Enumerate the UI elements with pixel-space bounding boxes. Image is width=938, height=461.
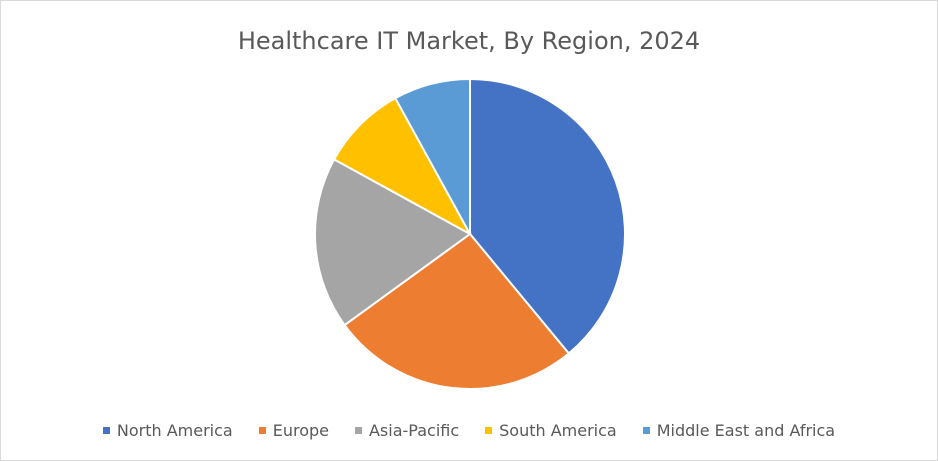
pie-chart	[314, 77, 626, 390]
legend-label: South America	[499, 421, 617, 440]
legend: North America Europe Asia-Pacific South Ame…	[1, 421, 937, 440]
legend-label: Europe	[272, 421, 329, 440]
pie-slice-europe	[343, 232, 571, 390]
legend-swatch	[354, 427, 362, 434]
pie-slice-middle-east-and-africa	[393, 77, 471, 235]
legend-label: Asia-Pacific	[368, 421, 460, 440]
legend-item-south-america: South America	[485, 421, 617, 440]
legend-item-asia-pacific: Asia-Pacific	[354, 421, 460, 440]
legend-item-north-america: North America	[102, 421, 233, 440]
legend-item-middle-east-and-africa: Middle East and Africa	[642, 421, 836, 440]
legend-item-europe: Europe	[258, 421, 329, 440]
pie-slice-north-america	[469, 77, 626, 355]
legend-swatch	[485, 427, 493, 434]
pie-slice-south-america	[332, 96, 473, 237]
legend-swatch	[102, 427, 110, 434]
pie-slice-asia-pacific	[314, 157, 472, 327]
chart-title: Healthcare IT Market, By Region, 2024	[237, 27, 701, 55]
legend-swatch	[642, 427, 650, 434]
legend-label: North America	[116, 421, 233, 440]
legend-label: Middle East and Africa	[656, 421, 836, 440]
legend-swatch	[258, 427, 266, 434]
